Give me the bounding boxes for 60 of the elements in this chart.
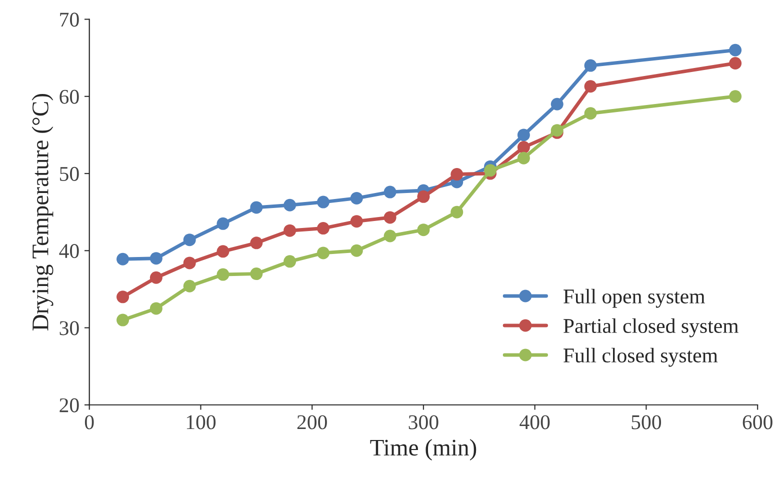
point — [316, 196, 330, 208]
point — [250, 268, 263, 280]
x-tick-label: 200 — [297, 415, 327, 430]
point — [183, 256, 196, 270]
point — [116, 252, 130, 266]
point — [417, 224, 430, 236]
point — [517, 141, 530, 154]
point — [584, 59, 597, 72]
legend-label: Full open system — [564, 288, 705, 308]
point — [350, 192, 363, 204]
legend-label: Full closed system — [564, 348, 718, 367]
point — [316, 246, 330, 260]
point — [150, 302, 162, 315]
y-axis-title: Drying Temperature (°C) — [32, 94, 54, 330]
x-tick-label: 300 — [408, 415, 438, 430]
point — [150, 252, 162, 265]
point — [729, 56, 742, 70]
point — [116, 314, 130, 326]
point — [417, 190, 430, 203]
y-tick-label: 20 — [60, 398, 79, 412]
x-tick-label: 0 — [84, 415, 94, 430]
point — [183, 234, 196, 246]
point — [284, 198, 296, 212]
point — [729, 44, 742, 56]
point — [250, 201, 263, 214]
point — [550, 98, 564, 110]
point — [284, 255, 296, 268]
point — [450, 206, 464, 218]
point — [350, 244, 363, 257]
point — [116, 290, 130, 304]
point — [584, 107, 597, 120]
x-tick-label: 100 — [186, 415, 216, 430]
point — [216, 245, 230, 258]
point — [384, 230, 396, 242]
x-tick-label: 600 — [742, 415, 772, 430]
y-tick-label: 30 — [60, 321, 79, 336]
point — [450, 168, 464, 181]
point — [250, 236, 263, 250]
point — [517, 128, 530, 142]
point — [729, 90, 742, 103]
y-tick-label: 60 — [60, 90, 79, 104]
point — [584, 80, 597, 93]
legend-label: Partial closed system — [564, 318, 738, 338]
point — [384, 211, 396, 224]
x-tick-label: 400 — [520, 415, 550, 430]
y-tick-label: 70 — [60, 12, 79, 27]
point — [316, 222, 330, 235]
point — [183, 280, 196, 292]
point — [517, 152, 530, 164]
point — [284, 224, 296, 237]
point — [216, 217, 230, 230]
point — [484, 164, 497, 177]
x-tick-label: 500 — [632, 415, 662, 430]
point — [216, 268, 230, 281]
x-axis-title: Time (min) — [370, 439, 476, 460]
point — [150, 271, 162, 284]
y-tick-label: 50 — [60, 166, 79, 181]
y-tick-label: 40 — [59, 244, 79, 258]
point — [350, 215, 363, 228]
point — [384, 186, 396, 198]
